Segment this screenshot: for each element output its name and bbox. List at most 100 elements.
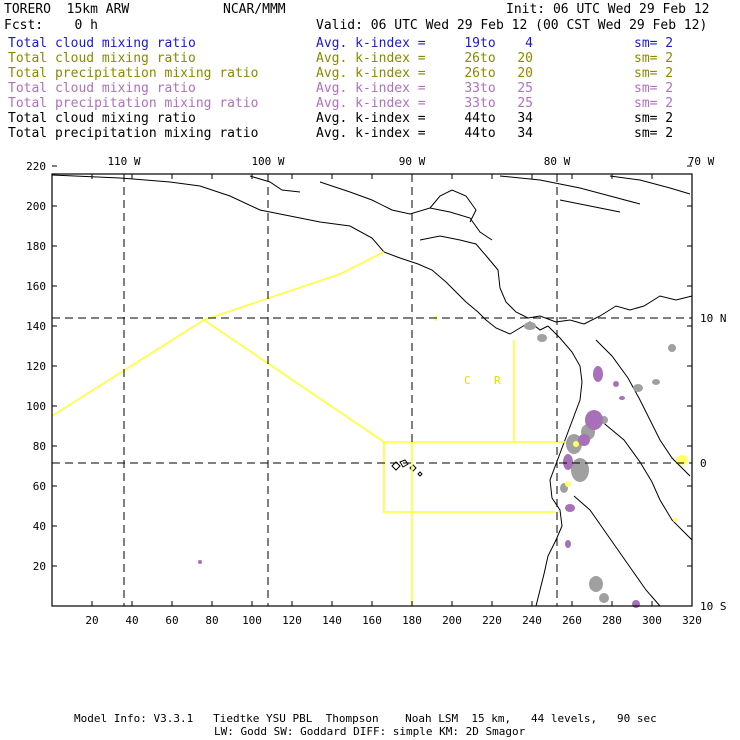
model-name: TORERO 15km ARW	[4, 2, 130, 17]
y-tick-label: 220	[26, 160, 46, 173]
legend-index-from: 44	[464, 111, 480, 126]
legend-smoothing: sm= 2	[634, 111, 674, 126]
legend-smoothing: sm= 2	[634, 81, 674, 96]
legend-index-to: 34	[517, 126, 533, 141]
legend-row: Total cloud mixing ratio Avg. k-index = 44…	[8, 111, 728, 126]
x-tick-label: 60	[165, 614, 178, 627]
init-time: Init: 06 UTC Wed 29 Feb 12	[506, 2, 710, 17]
legend-index-from: 19	[464, 36, 480, 51]
legend-smoothing: sm= 2	[634, 51, 674, 66]
legend-index-to-word: to	[480, 126, 496, 141]
legend-index-to-word: to	[480, 51, 496, 66]
legend-index-to: 25	[517, 96, 533, 111]
legend-index-to: 20	[517, 51, 533, 66]
gray-clouds	[524, 322, 676, 603]
region-label-r: R	[494, 374, 501, 387]
organization: NCAR/MMM	[223, 2, 286, 17]
legend-smoothing: sm= 2	[634, 36, 674, 51]
legend-index-label: Avg. k-index =	[316, 36, 426, 51]
legend-field-name: Total precipitation mixing ratio	[8, 126, 259, 141]
legend-index-label: Avg. k-index =	[316, 96, 426, 111]
x-tick-label: 260	[562, 614, 582, 627]
axes: 20 40 60 80 100 120 140 160 180 200 220 20 40 60 80 100…	[26, 155, 726, 627]
boundary-lines	[51, 251, 576, 606]
legend-index-to: 4	[525, 36, 533, 51]
latitude-label: 10 S	[700, 600, 727, 613]
x-tick-label: 240	[522, 614, 542, 627]
x-tick-label: 40	[125, 614, 138, 627]
legend-index-from: 33	[464, 81, 480, 96]
region-labels: C R	[464, 374, 501, 387]
legend-row: Total precipitation mixing ratio Avg. k-i…	[8, 96, 728, 111]
valid-time: Valid: 06 UTC Wed 29 Feb 12 (00 CST Wed …	[316, 18, 708, 33]
legend-field-name: Total precipitation mixing ratio	[8, 66, 259, 81]
legend-index-to: 25	[517, 81, 533, 96]
legend-index-to: 20	[517, 66, 533, 81]
legend-field-name: Total cloud mixing ratio	[8, 111, 196, 126]
legend-row: Total cloud mixing ratio Avg. k-index = 33…	[8, 81, 728, 96]
legend-index-label: Avg. k-index =	[316, 126, 426, 141]
latitude-label: 0	[700, 457, 707, 470]
y-tick-label: 20	[33, 560, 46, 573]
x-tick-label: 300	[642, 614, 662, 627]
legend-index-to-word: to	[480, 81, 496, 96]
longitude-label: 90 W	[399, 155, 426, 168]
y-tick-label: 140	[26, 320, 46, 333]
x-tick-label: 320	[682, 614, 702, 627]
legend-smoothing: sm= 2	[634, 66, 674, 81]
y-tick-label: 80	[33, 440, 46, 453]
y-tick-label: 160	[26, 280, 46, 293]
x-tick-label: 120	[282, 614, 302, 627]
x-tick-label: 220	[482, 614, 502, 627]
forecast-hour: Fcst: 0 h	[4, 18, 98, 33]
y-tick-label: 100	[26, 400, 46, 413]
legend-field-name: Total precipitation mixing ratio	[8, 96, 259, 111]
x-tick-label: 100	[242, 614, 262, 627]
legend-index-label: Avg. k-index =	[316, 111, 426, 126]
legend-smoothing: sm= 2	[634, 96, 674, 111]
longitude-label: 70 W	[688, 155, 715, 168]
legend-index-label: Avg. k-index =	[316, 51, 426, 66]
plot-area	[52, 174, 692, 606]
legend-row: Total precipitation mixing ratio Avg. k-i…	[8, 126, 728, 141]
legend-row: Total cloud mixing ratio Avg. k-index = 19…	[8, 36, 728, 51]
legend-index-to-word: to	[480, 96, 496, 111]
legend-row: Total cloud mixing ratio Avg. k-index = 26…	[8, 51, 728, 66]
latitude-label: 10 N	[700, 312, 727, 325]
x-tick-label: 200	[442, 614, 462, 627]
y-tick-label: 120	[26, 360, 46, 373]
legend-field-name: Total cloud mixing ratio	[8, 81, 196, 96]
x-tick-label: 280	[602, 614, 622, 627]
legend-field-name: Total cloud mixing ratio	[8, 51, 196, 66]
legend-index-from: 33	[464, 96, 480, 111]
y-tick-label: 200	[26, 200, 46, 213]
legend-smoothing: sm= 2	[634, 126, 674, 141]
y-tick-label: 40	[33, 520, 46, 533]
legend-index-to-word: to	[480, 111, 496, 126]
y-tick-label: 60	[33, 480, 46, 493]
longitude-label: 80 W	[544, 155, 571, 168]
x-tick-label: 180	[402, 614, 422, 627]
legend-index-from: 26	[464, 51, 480, 66]
longitude-label: 110 W	[107, 155, 140, 168]
footer-physics: LW: Godd SW: Goddard DIFF: simple KM: 2D…	[214, 725, 526, 738]
legend-index-from: 44	[464, 126, 480, 141]
legend-index-from: 26	[464, 66, 480, 81]
legend-index-to-word: to	[480, 66, 496, 81]
legend-row: Total precipitation mixing ratio Avg. k-i…	[8, 66, 728, 81]
legend-index-to-word: to	[480, 36, 496, 51]
region-label-c: C	[464, 374, 471, 387]
x-tick-label: 160	[362, 614, 382, 627]
graticule	[52, 174, 692, 606]
legend-field-name: Total cloud mixing ratio	[8, 36, 196, 51]
y-tick-label: 180	[26, 240, 46, 253]
x-tick-label: 80	[205, 614, 218, 627]
x-tick-label: 20	[85, 614, 98, 627]
footer-model-info: Model Info: V3.3.1 Tiedtke YSU PBL Thomp…	[74, 712, 657, 725]
legend-index-to: 34	[517, 111, 533, 126]
longitude-label: 100 W	[251, 155, 284, 168]
legend-index-label: Avg. k-index =	[316, 66, 426, 81]
x-tick-label: 140	[322, 614, 342, 627]
legend-index-label: Avg. k-index =	[316, 81, 426, 96]
